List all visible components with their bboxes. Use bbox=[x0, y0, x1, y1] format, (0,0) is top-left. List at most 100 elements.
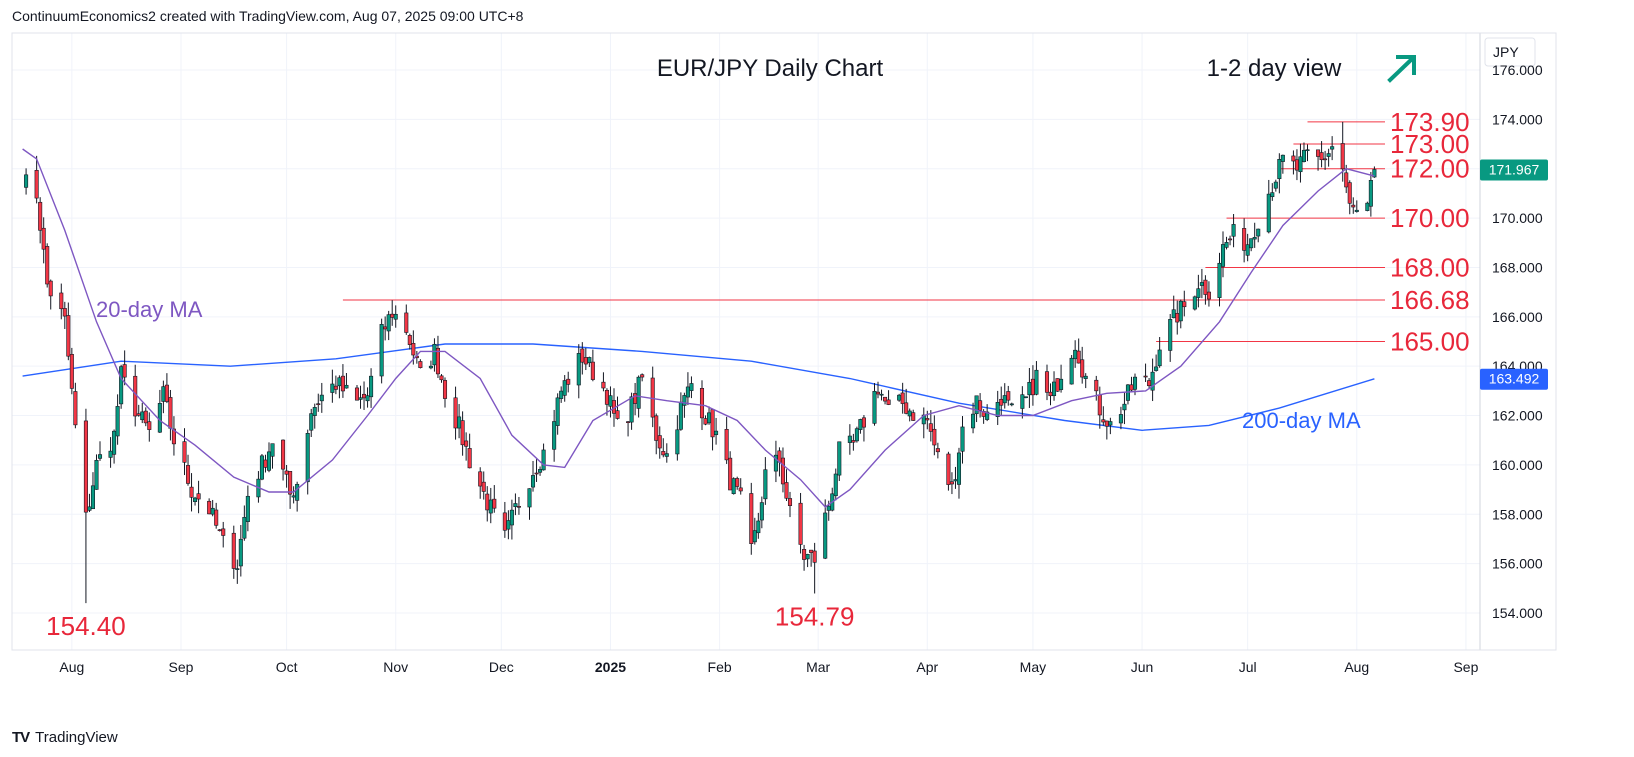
time-axis[interactable]: Aug Sep Oct Nov Dec 2025 Feb Mar Apr May Jun Jul Aug… bbox=[59, 659, 1478, 675]
candle-body bbox=[1129, 384, 1134, 391]
candle bbox=[555, 393, 560, 435]
ma20-line bbox=[22, 148, 1375, 508]
candle-body bbox=[263, 459, 268, 468]
candle bbox=[418, 359, 423, 369]
candle-body bbox=[1277, 159, 1282, 180]
candle-body bbox=[1242, 228, 1247, 251]
candle bbox=[62, 301, 67, 330]
candle-body bbox=[812, 550, 817, 563]
candle bbox=[1168, 313, 1173, 362]
candle bbox=[1122, 392, 1127, 425]
candle-body bbox=[1076, 350, 1081, 364]
candle-body bbox=[309, 413, 314, 431]
candle bbox=[787, 491, 793, 518]
price-axis[interactable]: JPY 154.000 156.000 158.000 160.000 162.000 16… bbox=[1480, 37, 1548, 621]
candle-body bbox=[1354, 209, 1359, 212]
candle-body bbox=[83, 420, 88, 513]
candle-body bbox=[404, 312, 409, 333]
candle-body bbox=[1196, 288, 1201, 298]
candle bbox=[534, 459, 539, 482]
candle bbox=[502, 501, 507, 538]
price-tick-label: 174.000 bbox=[1492, 111, 1543, 127]
candle bbox=[1044, 364, 1050, 401]
candle-body bbox=[1192, 296, 1197, 310]
candle-body bbox=[34, 170, 39, 199]
last-price-badge: 171.967 bbox=[1480, 159, 1548, 181]
candle-body bbox=[837, 441, 842, 476]
candle-body bbox=[879, 393, 884, 396]
levels-layer bbox=[342, 121, 1385, 342]
candle bbox=[217, 529, 222, 532]
candle-body bbox=[1291, 155, 1296, 162]
candle bbox=[182, 428, 187, 476]
candle-body bbox=[319, 394, 324, 402]
candle-body bbox=[161, 386, 166, 402]
candle bbox=[1256, 228, 1261, 243]
candle-body bbox=[1178, 300, 1183, 322]
up-arrow-icon bbox=[1387, 55, 1416, 83]
candle bbox=[259, 454, 264, 481]
candle-body bbox=[703, 418, 708, 425]
candle bbox=[305, 429, 310, 495]
candle bbox=[97, 441, 103, 461]
candle-body bbox=[393, 313, 398, 320]
candle-body bbox=[601, 381, 606, 389]
candle bbox=[837, 441, 842, 481]
candle bbox=[488, 487, 493, 524]
candle bbox=[24, 168, 29, 195]
candle-body bbox=[802, 549, 807, 560]
candle bbox=[1104, 420, 1109, 440]
candle bbox=[362, 381, 367, 410]
candles-layer bbox=[24, 121, 1377, 604]
candle-body bbox=[1224, 242, 1229, 248]
candle bbox=[1316, 149, 1321, 171]
candle bbox=[59, 283, 64, 320]
candle bbox=[235, 559, 240, 584]
candle-body bbox=[608, 395, 613, 407]
candle bbox=[1178, 299, 1183, 329]
ma200-badge: 163.492 bbox=[1480, 368, 1548, 390]
candle-body bbox=[231, 532, 236, 569]
candle bbox=[295, 481, 300, 512]
chart-border bbox=[11, 32, 1557, 651]
candle-body bbox=[354, 387, 360, 401]
candle bbox=[509, 499, 514, 540]
candle-body bbox=[956, 452, 962, 485]
candle bbox=[886, 390, 891, 406]
candle-body bbox=[1006, 391, 1011, 401]
candle-body bbox=[1206, 291, 1211, 300]
candle bbox=[1301, 142, 1307, 163]
candle bbox=[164, 373, 169, 404]
candle-body bbox=[157, 403, 162, 433]
candle-body bbox=[587, 357, 592, 364]
ma200-label: 200-day MA bbox=[1242, 408, 1361, 433]
time-tick-label: Jun bbox=[1131, 659, 1154, 675]
tradingview-brand[interactable]: TV TradingView bbox=[12, 727, 118, 747]
candle-body bbox=[1182, 301, 1187, 308]
candle bbox=[904, 388, 909, 415]
candle bbox=[1073, 340, 1078, 368]
time-tick-label: Aug bbox=[1344, 659, 1369, 675]
price-tick-label: 154.000 bbox=[1492, 605, 1543, 621]
candle bbox=[358, 385, 363, 409]
candle-body bbox=[340, 375, 345, 392]
candle-body bbox=[657, 435, 662, 449]
candle-body bbox=[1256, 228, 1261, 237]
candle-body bbox=[886, 399, 891, 405]
candle bbox=[1094, 375, 1099, 401]
candle bbox=[168, 389, 173, 441]
candle bbox=[1080, 346, 1085, 384]
candle-body bbox=[1171, 309, 1176, 319]
candle bbox=[897, 393, 902, 402]
candle-body bbox=[1020, 394, 1025, 409]
candle bbox=[1175, 300, 1180, 335]
candle bbox=[879, 389, 884, 401]
candle bbox=[119, 364, 124, 409]
candle bbox=[108, 437, 113, 468]
ma200-layer bbox=[22, 343, 1375, 432]
candle bbox=[728, 451, 733, 491]
candle bbox=[1118, 406, 1123, 430]
level-label: 173.90 bbox=[1390, 107, 1470, 137]
candle-body bbox=[1052, 381, 1057, 397]
